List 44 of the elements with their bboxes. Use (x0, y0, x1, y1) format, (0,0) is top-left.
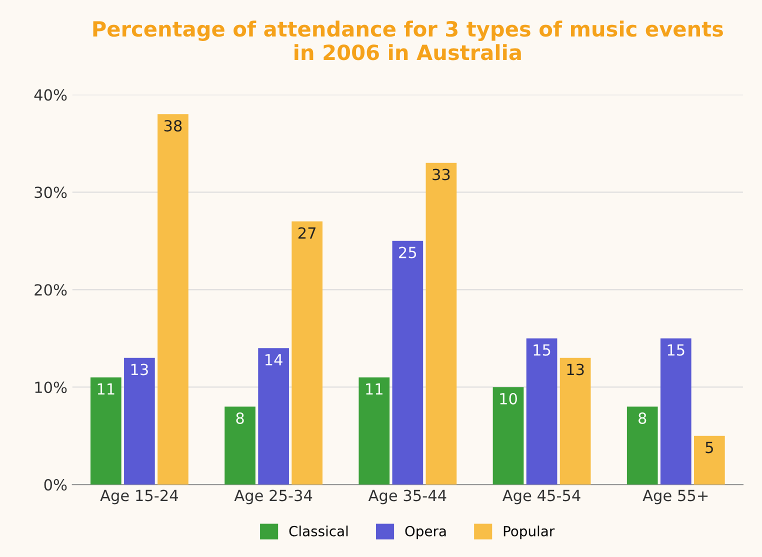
bar (358, 377, 390, 485)
data-label: 11 (98, 383, 114, 395)
data-label: 11 (366, 383, 382, 395)
data-label: 13 (567, 364, 584, 376)
bar (124, 358, 155, 485)
data-label: 25 (399, 246, 416, 258)
data-label: 14 (266, 354, 282, 366)
x-tick-label: Age 15-24 (100, 490, 178, 504)
bar (626, 406, 658, 485)
legend-label: Opera (405, 526, 446, 540)
x-tick-label: Age 55+ (642, 490, 708, 504)
data-label: 38 (164, 120, 182, 132)
data-label: 13 (131, 364, 148, 376)
bar (426, 162, 457, 485)
bar (90, 377, 122, 485)
chart-title: Percentage of attendance for 3 types of music events in 2006 in Australia (93, 20, 723, 60)
bar (526, 338, 558, 485)
x-tick-label: Age 35-44 (368, 490, 446, 504)
data-label: 10 (500, 392, 517, 404)
bar (224, 406, 256, 485)
bar (292, 221, 323, 485)
x-tick-label: Age 25-34 (234, 490, 312, 504)
bar (258, 348, 289, 485)
data-label: 33 (432, 168, 450, 180)
bar (560, 358, 591, 485)
bar (660, 338, 692, 485)
y-tick-label: 20% (34, 284, 67, 296)
y-tick-label: 0% (44, 479, 67, 491)
data-label: 5 (706, 442, 713, 454)
y-tick-label: 30% (34, 186, 67, 198)
data-label: 15 (668, 344, 684, 356)
bar (158, 114, 188, 485)
legend-label: Popular (504, 526, 555, 540)
bar (392, 240, 424, 485)
x-tick-label: Age 45-54 (502, 490, 580, 504)
data-label: 8 (236, 412, 244, 424)
bar (492, 387, 524, 485)
y-tick-label: 40% (34, 89, 67, 101)
data-label: 15 (534, 344, 550, 356)
data-label: 8 (638, 412, 646, 424)
data-label: 27 (298, 227, 316, 239)
legend-label: Classical (289, 526, 348, 536)
y-tick-label: 10% (35, 382, 67, 394)
bar (694, 436, 725, 485)
